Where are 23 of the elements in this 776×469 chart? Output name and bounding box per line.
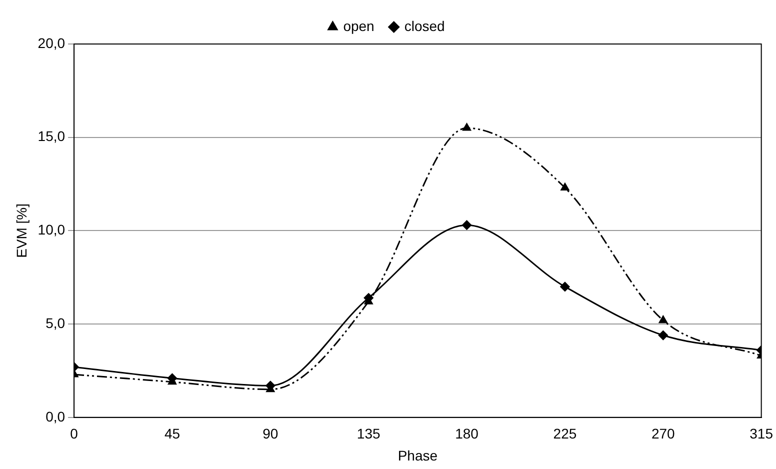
y-axis-title: EVM [%] (13, 203, 30, 258)
x-tick-label: 45 (164, 426, 180, 442)
x-tick-label: 180 (455, 426, 479, 442)
legend-label: closed (404, 18, 445, 34)
y-tick-label: 0,0 (46, 408, 66, 424)
point (462, 123, 471, 131)
x-tick-label: 270 (651, 426, 676, 442)
point (658, 316, 668, 324)
x-tick-label: 225 (553, 426, 577, 442)
x-axis-title: Phase (398, 447, 438, 464)
point (560, 282, 570, 292)
y-tick-label: 20,0 (38, 34, 66, 51)
y-tick-label: 10,0 (38, 222, 66, 238)
x-tick-label: 0 (70, 426, 78, 442)
x-tick-label: 315 (750, 426, 774, 442)
point (462, 220, 472, 230)
point (560, 183, 570, 191)
point (658, 330, 668, 340)
legend-label: open (343, 18, 374, 34)
x-tick-label: 135 (356, 426, 380, 442)
y-tick-label: 15,0 (38, 128, 66, 144)
y-tick-label: 5,0 (46, 314, 66, 331)
x-tick-label: 90 (262, 426, 278, 442)
